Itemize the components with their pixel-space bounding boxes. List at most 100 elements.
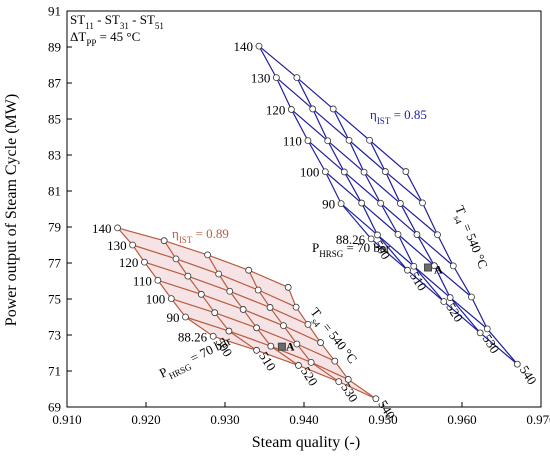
marker-a [277, 342, 286, 351]
data-point [204, 251, 212, 259]
data-point [396, 200, 404, 207]
data-point [272, 74, 280, 81]
temperature-tick-label: 530 [338, 380, 361, 404]
data-point [284, 283, 292, 291]
pressure-tick-label: 120 [119, 255, 139, 270]
data-point [335, 378, 343, 386]
marker-a-label: A [434, 263, 443, 277]
config-annotation: ST11 - ST31 - ST51 [70, 12, 164, 31]
data-point [340, 168, 348, 176]
x-tick-label: 0.970 [526, 412, 550, 427]
data-point [440, 298, 448, 305]
marker-a-label: A [286, 340, 295, 354]
x-tick-label: 0.960 [447, 412, 476, 427]
data-point [413, 231, 421, 238]
data-point [309, 105, 317, 113]
data-point [184, 272, 192, 280]
data-point [295, 362, 302, 369]
data-point [344, 376, 352, 383]
pressure-tick-label: 120 [266, 102, 286, 117]
data-point [293, 74, 301, 81]
data-point [253, 346, 261, 354]
data-point [381, 168, 389, 175]
y-tick-label: 77 [48, 256, 62, 271]
data-point [292, 303, 300, 311]
data-point [280, 322, 287, 330]
data-point [331, 357, 339, 365]
data-point [141, 258, 148, 266]
data-point [360, 168, 368, 176]
pressure-tick-label: 88.26 [336, 232, 366, 247]
data-point [337, 200, 345, 208]
x-tick-label: 0.950 [368, 412, 397, 427]
data-point [266, 304, 274, 311]
data-point [245, 266, 253, 274]
pressure-tick-label: 90 [167, 310, 180, 325]
data-point [367, 235, 375, 243]
pressure-tick-label: 90 [322, 197, 335, 212]
y-tick-label: 79 [48, 220, 61, 235]
y-tick-label: 85 [48, 112, 61, 127]
data-point [239, 306, 247, 313]
data-point [226, 287, 234, 295]
data-point [307, 358, 315, 366]
efficiency-label: ηIST = 0.85 [370, 107, 427, 126]
x-tick-label: 0.920 [131, 412, 160, 427]
data-point [377, 199, 385, 207]
y-tick-label: 87 [48, 76, 62, 91]
temperature-annotation: Ts4 = 540 °C [449, 204, 491, 273]
data-point [267, 342, 275, 350]
data-point [197, 290, 205, 298]
data-point [410, 262, 418, 270]
data-point [513, 360, 521, 368]
data-point [483, 325, 491, 333]
data-point [394, 230, 402, 238]
pressure-annotation: PHRSG = 70 bar [312, 240, 391, 259]
pressure-tick-label: 110 [133, 273, 152, 288]
data-point [402, 168, 410, 175]
efficiency-label: ηIST = 0.89 [172, 226, 229, 245]
data-point [321, 168, 329, 176]
pressure-tick-label: 100 [146, 292, 166, 307]
data-point [215, 270, 223, 278]
data-point [419, 199, 426, 207]
x-axis: 0.910 0.920 0.930 0.940 0.950 0.960 0.970 [52, 402, 550, 427]
data-point [160, 237, 168, 245]
y-tick-label: 73 [48, 328, 61, 343]
data-point [317, 339, 324, 346]
data-point [329, 105, 337, 113]
data-point [404, 266, 411, 274]
pressure-tick-label: 110 [283, 134, 302, 149]
data-point [172, 255, 180, 263]
data-point [304, 137, 312, 145]
data-point [449, 262, 457, 270]
y-tick-label: 75 [48, 292, 61, 307]
data-point [253, 324, 261, 332]
y-tick-label: 71 [48, 364, 61, 379]
x-tick-label: 0.910 [52, 412, 81, 427]
y-tick-label: 81 [48, 184, 61, 199]
data-point [167, 295, 175, 303]
data-point [358, 199, 366, 207]
data-point [114, 224, 121, 232]
data-point [468, 293, 475, 301]
data-point [345, 136, 353, 144]
temperature-tick-label: 540 [517, 363, 540, 387]
data-point [293, 340, 301, 348]
data-point [129, 241, 136, 249]
y-axis-label: Power output of Steam Cycle (MW) [3, 94, 20, 326]
data-point [372, 395, 380, 403]
y-tick-label: 91 [48, 4, 61, 19]
y-axis: 69 71 73 75 77 79 81 83 85 87 89 91 [48, 4, 72, 415]
data-point [446, 294, 454, 301]
marker-a [424, 263, 433, 272]
data-point [304, 320, 312, 328]
y-tick-label: 89 [48, 40, 61, 55]
pressure-tick-label: 130 [107, 238, 127, 253]
pressure-tick-label: 140 [92, 221, 112, 236]
data-point [154, 276, 162, 284]
